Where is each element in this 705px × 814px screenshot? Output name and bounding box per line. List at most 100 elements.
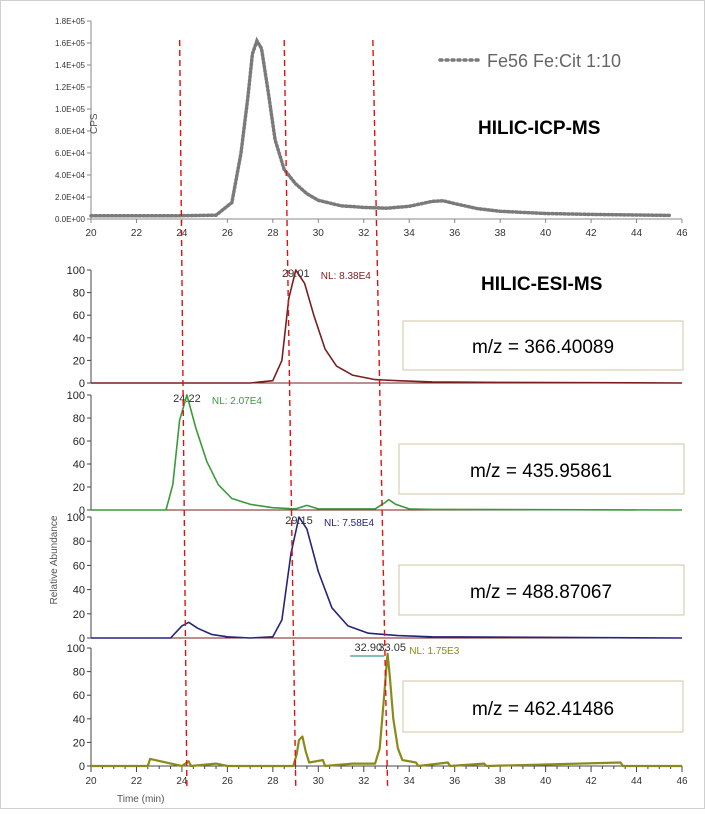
esi-y-tick-label: 20: [73, 737, 85, 749]
icp-y-tick-label: 1.8E+05: [55, 17, 86, 26]
esi-x-tick-label: 40: [540, 776, 552, 787]
icp-x-tick-label: 28: [267, 228, 279, 239]
esi-x-tick-label: 32: [358, 776, 370, 787]
mz-box-1: m/z = 366.40089: [402, 320, 684, 371]
icp-x-tick-label: 30: [313, 228, 325, 239]
esi-y-tick-label: 100: [67, 265, 85, 277]
esi-y-tick-label: 60: [73, 310, 85, 322]
icp-y-tick-label: 6.0E+04: [55, 149, 86, 158]
icp-y-ticks: 0.0E+00 2.0E+04 4.0E+04 6.0E+04 8.0E+04 1.0E+…: [55, 17, 91, 224]
esi-panel-2: 0 20 40 60 80 100 24.22 NL: 2.07E4: [67, 390, 683, 517]
esi-peak-label: 33.05: [378, 642, 406, 654]
mz-box-3: m/z = 488.87067: [398, 564, 685, 616]
esi-x-tick-label: 30: [313, 776, 325, 787]
esi-y-tick-label: 0: [79, 378, 85, 390]
esi-xlabel: Time (min): [117, 794, 164, 805]
esi-peak-label: 29.15: [285, 515, 313, 527]
esi-y-tick-label: 40: [73, 333, 85, 345]
mz-box-2-frame: [398, 443, 685, 495]
esi-y-tick-label: 80: [73, 413, 85, 425]
icp-y-tick-label: 1.2E+05: [55, 83, 86, 92]
esi-x-tick-label: 26: [222, 776, 234, 787]
icp-x-tick-label: 46: [676, 228, 688, 239]
mz-box-1-frame: [402, 320, 684, 371]
icp-y-tick-label: 8.0E+04: [55, 127, 86, 136]
esi-y-tick-label: 20: [73, 482, 85, 494]
icp-x-tick-label: 32: [358, 228, 370, 239]
esi-peak-label: 32.90: [355, 642, 383, 654]
esi-y-tick-label: 100: [67, 512, 85, 524]
esi-y-tick-label: 60: [73, 436, 85, 448]
reference-lines: [178, 39, 389, 791]
icp-title: HILIC-ICP-MS: [478, 118, 600, 139]
esi-y-tick-label: 40: [73, 585, 85, 597]
esi-x-tick-label: 36: [449, 776, 461, 787]
esi-y-tick-label: 60: [73, 560, 85, 572]
icp-x-tick-label: 42: [586, 228, 598, 239]
icp-series: [89, 36, 673, 218]
esi-x-tick-label: 46: [676, 776, 688, 787]
reference-line: [372, 39, 389, 791]
icp-y-tick-label: 1.4E+05: [55, 61, 86, 70]
esi-x-tick-label: 44: [631, 776, 643, 787]
esi-y-tick-label: 100: [67, 390, 85, 402]
esi-series-line: [91, 516, 683, 639]
esi-y-tick-label: 80: [73, 536, 85, 548]
icp-y-tick-label: 1.6E+05: [55, 39, 86, 48]
esi-y-tick-label: 20: [73, 609, 85, 621]
esi-nl-label: NL: 2.07E4: [212, 396, 262, 407]
icp-x-tick-label: 22: [131, 228, 143, 239]
icp-x-tick-label: 38: [495, 228, 507, 239]
esi-y-tick-label: 80: [73, 667, 85, 679]
mz-box-3-frame: [398, 564, 685, 616]
esi-peak-label: 29.01: [282, 268, 310, 280]
esi-series-line: [91, 269, 683, 384]
esi-y-tick-label: 0: [79, 761, 85, 773]
icp-x-tick-label: 34: [404, 228, 416, 239]
esi-x-tick-label: 34: [404, 776, 416, 787]
esi-nl-label: NL: 7.58E4: [324, 518, 374, 529]
mz-box-2: m/z = 435.95861: [398, 443, 685, 495]
esi-y-tick-label: 100: [67, 643, 85, 655]
icp-panel: 0.0E+00 2.0E+04 4.0E+04 6.0E+04 8.0E+04 1.0E+…: [55, 17, 688, 239]
mz-label-1: m/z = 366.40089: [472, 337, 614, 358]
esi-y-tick-label: 40: [73, 459, 85, 471]
icp-series-line: [89, 36, 673, 218]
icp-y-tick-label: 2.0E+04: [55, 193, 86, 202]
icp-y-tick-label: 4.0E+04: [55, 171, 86, 180]
icp-y-tick-label: 1.0E+05: [55, 105, 86, 114]
esi-nl-label: NL: 1.75E3: [409, 646, 459, 657]
esi-x-tick-label: 24: [176, 776, 188, 787]
reference-line: [283, 39, 297, 791]
icp-x-tick-label: 36: [449, 228, 461, 239]
esi-x-tick-label: 28: [267, 776, 279, 787]
icp-ylabel: CPS: [89, 113, 100, 134]
icp-x-tick-label: 40: [540, 228, 552, 239]
esi-panel-1: 0 20 40 60 80 100 29.01 NL: 8.38E4: [67, 265, 683, 390]
esi-peak-label: 24.22: [173, 393, 201, 405]
mz-label-3: m/z = 488.87067: [470, 582, 612, 603]
mz-box-4: m/z = 462.41486: [402, 680, 684, 733]
icp-legend-label: Fe56 Fe:Cit 1:10: [487, 51, 621, 71]
esi-ylabel: Relative Abundance: [49, 515, 60, 604]
mz-label-2: m/z = 435.95861: [470, 461, 612, 482]
icp-legend: Fe56 Fe:Cit 1:10: [438, 51, 621, 71]
icp-y-tick-label: 0.0E+00: [55, 215, 86, 224]
icp-x-tick-label: 20: [85, 228, 97, 239]
esi-y-tick-label: 0: [79, 505, 85, 517]
esi-y-tick-label: 40: [73, 714, 85, 726]
esi-series-line: [91, 652, 682, 768]
mz-label-4: m/z = 462.41486: [472, 699, 614, 720]
esi-x-tick-label: 20: [85, 776, 97, 787]
reference-line: [178, 39, 188, 791]
esi-y-tick-label: 20: [73, 355, 85, 367]
esi-y-tick-label: 0: [79, 633, 85, 645]
esi-y-tick-label: 60: [73, 690, 85, 702]
esi-series-line: [91, 394, 683, 511]
esi-x-tick-label: 38: [495, 776, 507, 787]
icp-x-tick-label: 26: [222, 228, 234, 239]
